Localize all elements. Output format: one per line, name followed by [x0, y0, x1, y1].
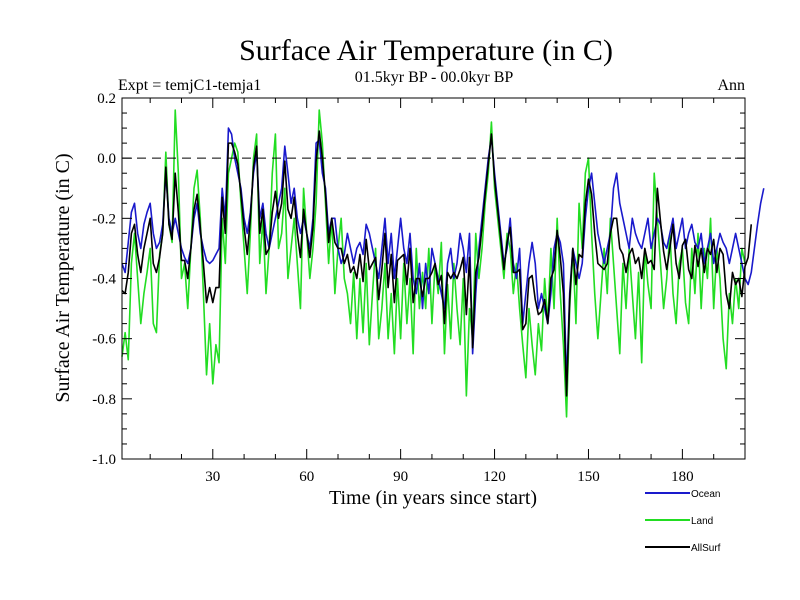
x-tick-label: 90	[393, 469, 408, 485]
experiment-label: Expt = temjC1-temja1	[118, 77, 261, 94]
y-tick-label: -1.0	[92, 452, 116, 468]
y-tick-label: 0.0	[97, 151, 116, 167]
legend-label-ocean: Ocean	[691, 489, 720, 500]
y-tick-label: -0.2	[92, 211, 116, 227]
legend-label-allsurf: AllSurf	[691, 543, 721, 554]
x-tick-label: 60	[299, 469, 314, 485]
legend: Ocean Land AllSurf	[645, 489, 721, 554]
period-label: 01.5kyr BP - 00.0kyr BP	[355, 69, 514, 86]
x-tick-label: 150	[577, 469, 600, 485]
series-line-land	[121, 109, 746, 418]
x-tick-label: 30	[205, 469, 220, 485]
series-line-allsurf	[121, 130, 753, 397]
y-tick-label: -0.6	[92, 332, 116, 348]
chart-title: Surface Air Temperature (in C)	[239, 34, 613, 67]
x-tick-label: 120	[483, 469, 506, 485]
season-label: Ann	[717, 77, 745, 94]
legend-label-land: Land	[691, 516, 713, 527]
y-axis-label: Surface Air Temperature (in C)	[52, 153, 74, 402]
y-tick-label: -0.4	[92, 272, 116, 288]
plot-area: 30 60 90 120 150 180 -1.0 -0.8 -0.6 -0.4 -0.2 0.0 0.…	[92, 91, 765, 485]
x-tick-label: 180	[671, 469, 694, 485]
y-tick-label: -0.8	[92, 392, 116, 408]
y-tick-label: 0.2	[97, 91, 116, 107]
x-axis-label: Time (in years since start)	[329, 487, 537, 509]
